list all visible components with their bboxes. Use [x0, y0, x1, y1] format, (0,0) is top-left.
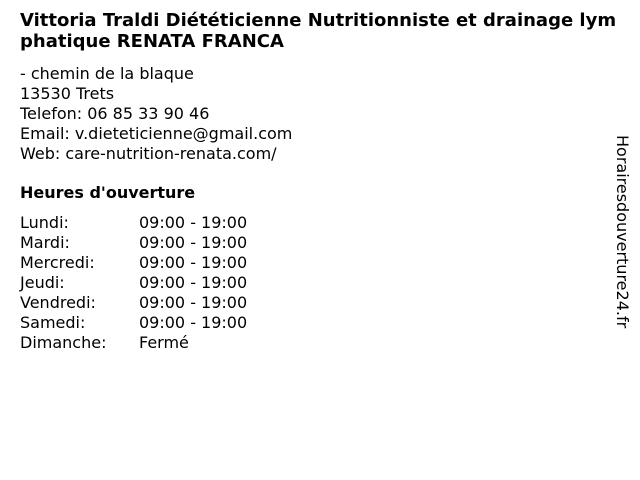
time: 09:00 - 19:00 [139, 273, 248, 292]
time: Fermé [139, 333, 189, 352]
time: 09:00 - 19:00 [139, 293, 248, 312]
phone: Telefon: 06 85 33 90 46 [20, 104, 210, 123]
city: 13530 Trets [20, 84, 115, 103]
day: Jeudi: [20, 273, 65, 292]
website: Web: care-nutrition-renata.com/ [20, 144, 277, 163]
hours-row: Vendredi: 09:00 - 19:00 [20, 293, 247, 313]
hours-table: Lundi: 09:00 - 19:00 Mardi: 09:00 - 19:00 … [20, 213, 247, 353]
day: Lundi: [20, 213, 69, 232]
hours-row: Jeudi: 09:00 - 19:00 [20, 273, 247, 293]
hours-row: Samedi: 09:00 - 19:00 [20, 313, 247, 333]
day: Mercredi: [20, 253, 95, 272]
watermark: Horairesdouverture24.fr [613, 135, 632, 329]
day: Dimanche: [20, 333, 107, 352]
day: Vendredi: [20, 293, 96, 312]
time: 09:00 - 19:00 [139, 213, 248, 232]
day: Mardi: [20, 233, 70, 252]
email: Email: v.dieteticienne@gmail.com [20, 124, 293, 143]
hours-heading: Heures d'ouverture [20, 183, 196, 202]
time: 09:00 - 19:00 [139, 233, 248, 252]
hours-row: Lundi: 09:00 - 19:00 [20, 213, 247, 233]
hours-row: Mardi: 09:00 - 19:00 [20, 233, 247, 253]
day: Samedi: [20, 313, 86, 332]
hours-row: Dimanche: Fermé [20, 333, 247, 353]
hours-row: Mercredi: 09:00 - 19:00 [20, 253, 247, 273]
time: 09:00 - 19:00 [139, 253, 248, 272]
street: - chemin de la blaque [20, 64, 194, 83]
time: 09:00 - 19:00 [139, 313, 248, 332]
business-title: Vittoria Traldi Diététicienne Nutritionn… [20, 10, 617, 52]
contact-info: - chemin de la blaque 13530 Trets Telefo… [20, 64, 292, 164]
